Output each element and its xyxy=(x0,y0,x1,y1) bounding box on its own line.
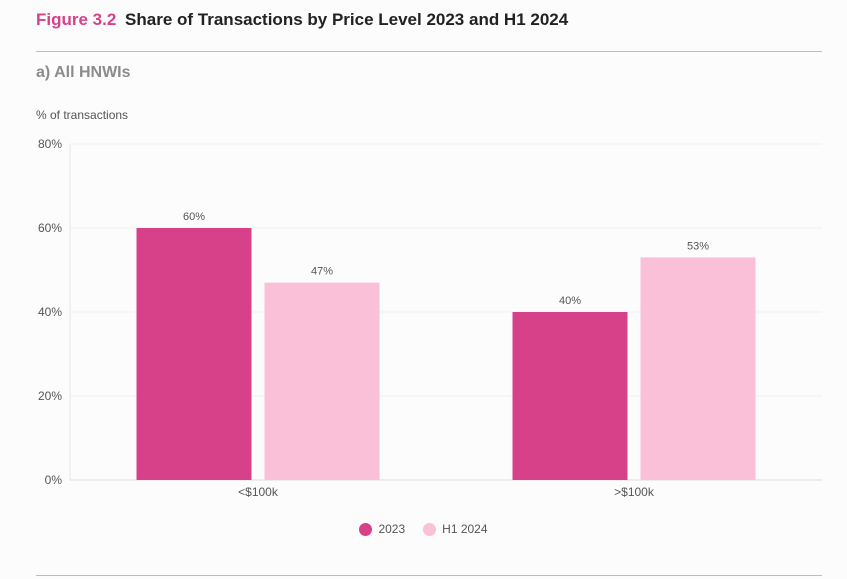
header-divider xyxy=(36,51,822,52)
y-tick-label: 80% xyxy=(38,137,62,151)
chart-subtitle: a) All HNWIs xyxy=(36,64,131,81)
y-tick-label: 0% xyxy=(45,473,63,487)
y-tick-label: 40% xyxy=(38,305,62,319)
bar xyxy=(264,282,380,480)
y-tick-label: 20% xyxy=(38,389,62,403)
footer-divider xyxy=(36,575,822,576)
bar xyxy=(640,257,756,480)
legend-swatch-2023 xyxy=(359,522,373,536)
figure-heading: Figure 3.2 Share of Transactions by Pric… xyxy=(36,10,568,30)
x-tick-label: <$100k xyxy=(238,485,279,499)
data-label: 53% xyxy=(687,240,709,252)
legend-item-h1-2024: H1 2024 xyxy=(423,522,488,536)
chart-legend: 2023 H1 2024 xyxy=(0,522,847,536)
figure-title: Share of Transactions by Price Level 202… xyxy=(125,10,569,29)
data-label: 47% xyxy=(311,266,333,278)
data-label: 60% xyxy=(183,211,205,223)
y-axis-label: % of transactions xyxy=(36,108,129,122)
legend-label-2023: 2023 xyxy=(378,522,406,536)
legend-label-h1-2024: H1 2024 xyxy=(442,522,488,536)
legend-swatch-h1-2024 xyxy=(423,522,437,536)
bar xyxy=(136,228,252,480)
figure-label: Figure 3.2 xyxy=(36,10,117,29)
data-label: 40% xyxy=(559,295,581,307)
bar xyxy=(512,312,628,480)
y-tick-label: 60% xyxy=(38,221,62,235)
legend-item-2023: 2023 xyxy=(359,522,405,536)
x-tick-label: >$100k xyxy=(614,485,655,499)
